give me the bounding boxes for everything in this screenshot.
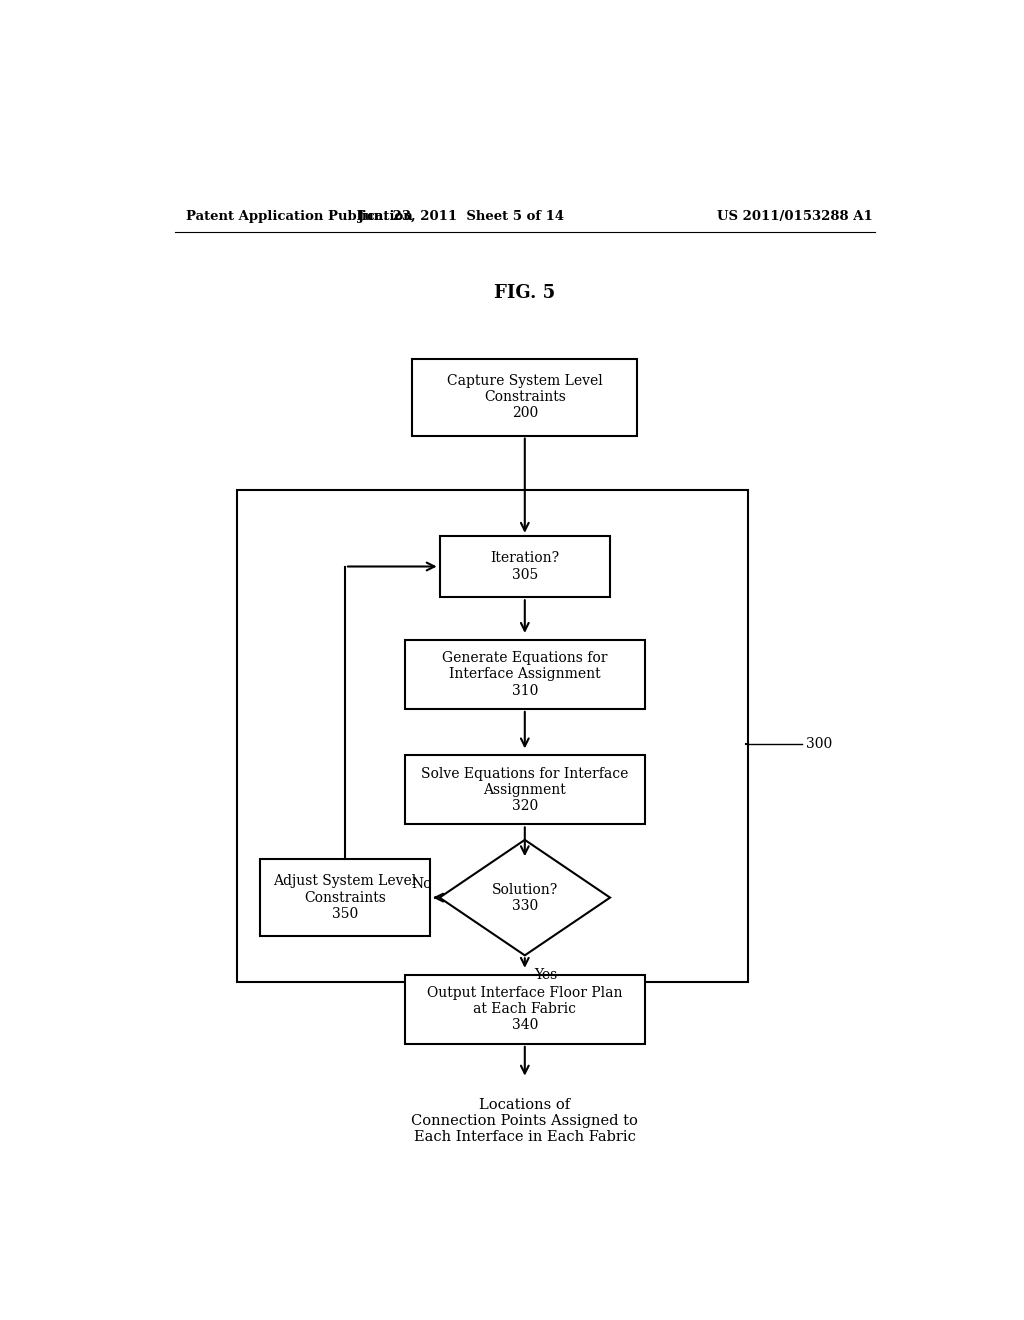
Text: Output Interface Floor Plan
at Each Fabric
340: Output Interface Floor Plan at Each Fabr… — [427, 986, 623, 1032]
Text: US 2011/0153288 A1: US 2011/0153288 A1 — [717, 210, 872, 223]
Bar — [260, 859, 430, 936]
Text: Patent Application Publication: Patent Application Publication — [186, 210, 413, 223]
Bar — [404, 974, 645, 1044]
Text: Solution?
330: Solution? 330 — [492, 883, 558, 912]
Text: No: No — [412, 876, 432, 891]
Text: 300: 300 — [806, 737, 833, 751]
Text: Adjust System Level
Constraints
350: Adjust System Level Constraints 350 — [273, 874, 417, 921]
Bar — [439, 536, 610, 597]
Text: Jun. 23, 2011  Sheet 5 of 14: Jun. 23, 2011 Sheet 5 of 14 — [358, 210, 564, 223]
Text: Iteration?
305: Iteration? 305 — [490, 552, 559, 582]
Bar — [404, 755, 645, 825]
Bar — [413, 359, 637, 436]
Text: Generate Equations for
Interface Assignment
310: Generate Equations for Interface Assignm… — [442, 651, 607, 697]
Text: FIG. 5: FIG. 5 — [495, 284, 555, 302]
Bar — [237, 490, 748, 982]
Text: Yes: Yes — [535, 968, 557, 982]
Polygon shape — [439, 840, 610, 956]
Text: Locations of
Connection Points Assigned to
Each Interface in Each Fabric: Locations of Connection Points Assigned … — [412, 1098, 638, 1144]
Text: Capture System Level
Constraints
200: Capture System Level Constraints 200 — [446, 374, 603, 420]
Bar — [404, 640, 645, 709]
Text: Solve Equations for Interface
Assignment
320: Solve Equations for Interface Assignment… — [421, 767, 629, 813]
